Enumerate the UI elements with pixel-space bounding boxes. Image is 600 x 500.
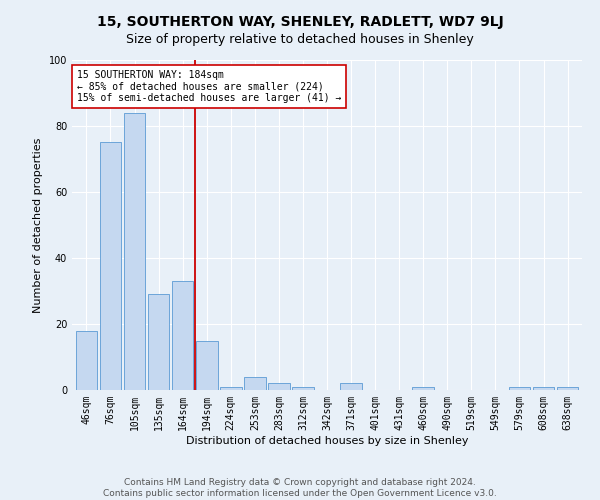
Bar [244, 377, 266, 390]
Bar [533, 386, 554, 390]
X-axis label: Distribution of detached houses by size in Shenley: Distribution of detached houses by size … [186, 436, 468, 446]
Bar [76, 330, 97, 390]
Text: 15, SOUTHERTON WAY, SHENLEY, RADLETT, WD7 9LJ: 15, SOUTHERTON WAY, SHENLEY, RADLETT, WD… [97, 15, 503, 29]
Bar [412, 386, 434, 390]
Text: 15 SOUTHERTON WAY: 184sqm
← 85% of detached houses are smaller (224)
15% of semi: 15 SOUTHERTON WAY: 184sqm ← 85% of detac… [77, 70, 341, 103]
Bar [148, 294, 169, 390]
Bar [124, 113, 145, 390]
Bar [340, 384, 362, 390]
Bar [292, 386, 314, 390]
Text: Size of property relative to detached houses in Shenley: Size of property relative to detached ho… [126, 32, 474, 46]
Text: Contains HM Land Registry data © Crown copyright and database right 2024.
Contai: Contains HM Land Registry data © Crown c… [103, 478, 497, 498]
Bar [509, 386, 530, 390]
Bar [100, 142, 121, 390]
Bar [172, 281, 193, 390]
Bar [196, 340, 218, 390]
Bar [220, 386, 242, 390]
Y-axis label: Number of detached properties: Number of detached properties [33, 138, 43, 312]
Bar [268, 384, 290, 390]
Bar [557, 386, 578, 390]
